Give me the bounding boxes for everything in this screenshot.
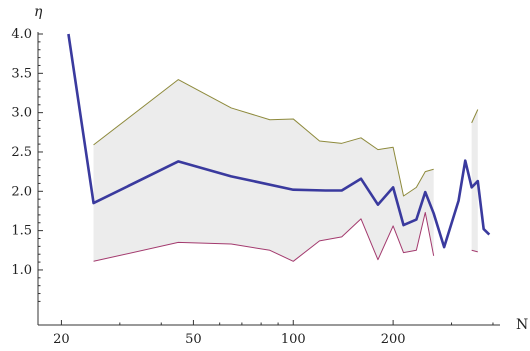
series-lower-line-4 (471, 249, 478, 253)
line-layer (67, 33, 491, 262)
y-tick-label: 2.0 (11, 184, 32, 199)
y-tick-label: 4.0 (11, 27, 32, 42)
x-axis-label: N (516, 317, 528, 333)
y-tick-label: 2.5 (11, 145, 32, 160)
tick-layer: 1.0 1.5 2.0 2.5 3.0 3.5 4.0 20 50 100 200 (11, 27, 494, 347)
y-tick-label: 3.0 (11, 106, 32, 121)
y-tick-label: 3.5 (11, 66, 32, 81)
series-mean-line-0 (67, 33, 491, 249)
x-tick-label: 100 (281, 332, 306, 347)
series-lower-line-2 (93, 212, 435, 262)
confidence-band-0 (93, 79, 434, 262)
band-layer (93, 79, 478, 262)
x-tick-label: 200 (381, 332, 406, 347)
y-axis-label: η (34, 4, 43, 20)
series-upper-line-1 (93, 79, 434, 197)
x-tick-label: 20 (53, 332, 70, 347)
confidence-band-1 (471, 109, 478, 252)
x-tick-label: 50 (185, 332, 202, 347)
y-tick-label: 1.5 (11, 224, 32, 239)
y-tick-label: 1.0 (11, 263, 32, 278)
series-upper-line-3 (471, 109, 479, 124)
